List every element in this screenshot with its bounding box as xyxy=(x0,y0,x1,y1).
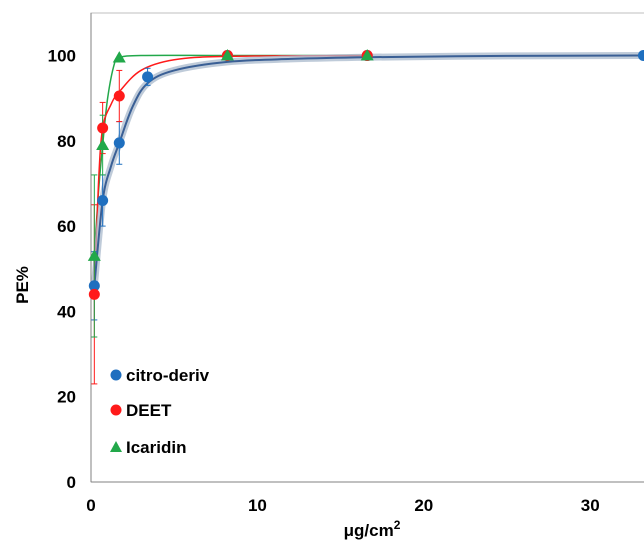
x-axis-title: μg/cm2 xyxy=(344,518,401,540)
axes xyxy=(90,13,644,483)
data-point-citro-deriv xyxy=(113,137,125,149)
y-tick-label: 80 xyxy=(57,132,76,151)
y-tick-label: 40 xyxy=(57,302,76,321)
data-point-citro-deriv xyxy=(97,195,109,207)
data-point-citro-deriv xyxy=(637,50,644,61)
data-point-deet xyxy=(97,122,109,134)
legend-label-icaridin: Icaridin xyxy=(126,438,186,457)
data-point-icaridin xyxy=(96,138,110,150)
data-point-citro-deriv xyxy=(88,280,100,292)
fit-curve-deet xyxy=(93,54,368,295)
data-point-icaridin xyxy=(87,249,101,261)
x-axis-title-base: μg/cm xyxy=(344,521,394,540)
data-point-deet xyxy=(88,288,100,300)
y-tick-label: 100 xyxy=(48,47,76,66)
x-tick-labels: 0 10 20 30 xyxy=(86,496,599,515)
data-point-citro-deriv xyxy=(142,71,154,83)
data-markers xyxy=(87,49,644,300)
x-tick-label: 20 xyxy=(414,496,433,515)
fit-curve-glow-citro-deriv xyxy=(90,52,644,290)
x-tick-label: 10 xyxy=(248,496,267,515)
x-axis-title-superscript: 2 xyxy=(394,518,401,532)
error-bars xyxy=(91,67,151,385)
y-tick-label: 60 xyxy=(57,217,76,236)
x-tick-label: 0 xyxy=(86,496,95,515)
data-point-icaridin xyxy=(360,49,374,61)
y-tick-label: 0 xyxy=(67,473,76,492)
y-tick-label: 20 xyxy=(57,388,76,407)
fit-curve-icaridin xyxy=(93,54,368,257)
data-point-deet xyxy=(113,90,125,102)
y-axis-title: PE% xyxy=(13,266,32,304)
data-point-icaridin xyxy=(112,51,126,63)
legend-marker-icaridin xyxy=(110,441,122,452)
fit-curve-citro-deriv xyxy=(93,54,644,286)
fit-curves xyxy=(90,52,644,295)
legend: citro-deriv DEET Icaridin xyxy=(110,366,210,457)
y-tick-labels: 0 20 40 60 80 100 xyxy=(48,47,76,493)
data-point-icaridin xyxy=(220,49,234,61)
legend-marker-deet xyxy=(110,404,122,416)
legend-marker-citro-deriv xyxy=(110,369,122,381)
legend-label-deet: DEET xyxy=(126,401,172,420)
legend-label-citro-deriv: citro-deriv xyxy=(126,366,210,385)
plot-area-border xyxy=(90,12,644,483)
x-tick-label: 30 xyxy=(581,496,600,515)
